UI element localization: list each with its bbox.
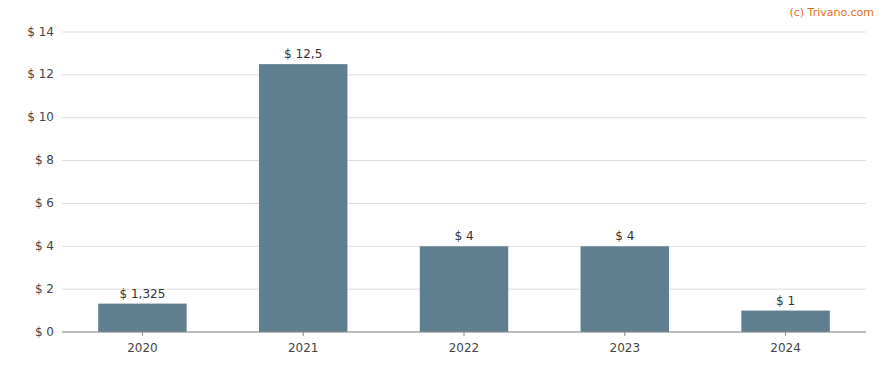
x-tick [624,332,625,336]
x-tick [464,332,465,336]
x-tick-label: 2023 [610,341,641,355]
grid-line [62,74,866,75]
y-axis: $ 0 $ 2 $ 4 $ 6 $ 8 $ 10 $ 12 $ 14 [27,25,54,339]
y-tick-label: $ 14 [27,25,54,39]
bar [259,64,347,332]
annotation: (c) Trivano.com [789,6,874,19]
grid-line [62,160,866,161]
data-label: $ 1,325 [119,287,165,301]
bar [420,246,508,332]
bar [98,304,186,332]
data-labels: $ 1,325 $ 12,5 $ 4 $ 4 $ 1 [119,47,795,307]
y-tick-label: $ 12 [27,67,54,81]
y-tick-label: $ 6 [35,196,54,210]
y-tick-label: $ 2 [35,282,54,296]
x-tick-label: 2021 [288,341,319,355]
data-label: $ 1 [776,294,795,308]
bar [581,246,669,332]
y-tick-label: $ 4 [35,239,54,253]
x-tick [142,332,143,336]
data-label: $ 12,5 [284,47,322,61]
grid-line [62,117,866,118]
bars [98,64,830,332]
data-label: $ 4 [454,229,473,243]
data-label: $ 4 [615,229,634,243]
x-axis: 2020 2021 2022 2023 2024 [62,332,866,355]
y-tick-label: $ 8 [35,153,54,167]
grid-line [62,203,866,204]
bar [741,311,829,332]
chart-container: $ 0$ 2$ 4$ 6$ 8$ 10$ 12$ 142020202120222… [0,0,888,370]
y-tick-label: $ 10 [27,110,54,124]
x-tick-label: 2024 [770,341,801,355]
x-tick [303,332,304,336]
chart-svg: $ 0$ 2$ 4$ 6$ 8$ 10$ 12$ 142020202120222… [0,0,888,370]
x-tick-label: 2020 [127,341,158,355]
y-tick-label: $ 0 [35,325,54,339]
x-tick [785,332,786,336]
grid [62,32,866,332]
x-tick-label: 2022 [449,341,480,355]
grid-line [62,32,866,33]
